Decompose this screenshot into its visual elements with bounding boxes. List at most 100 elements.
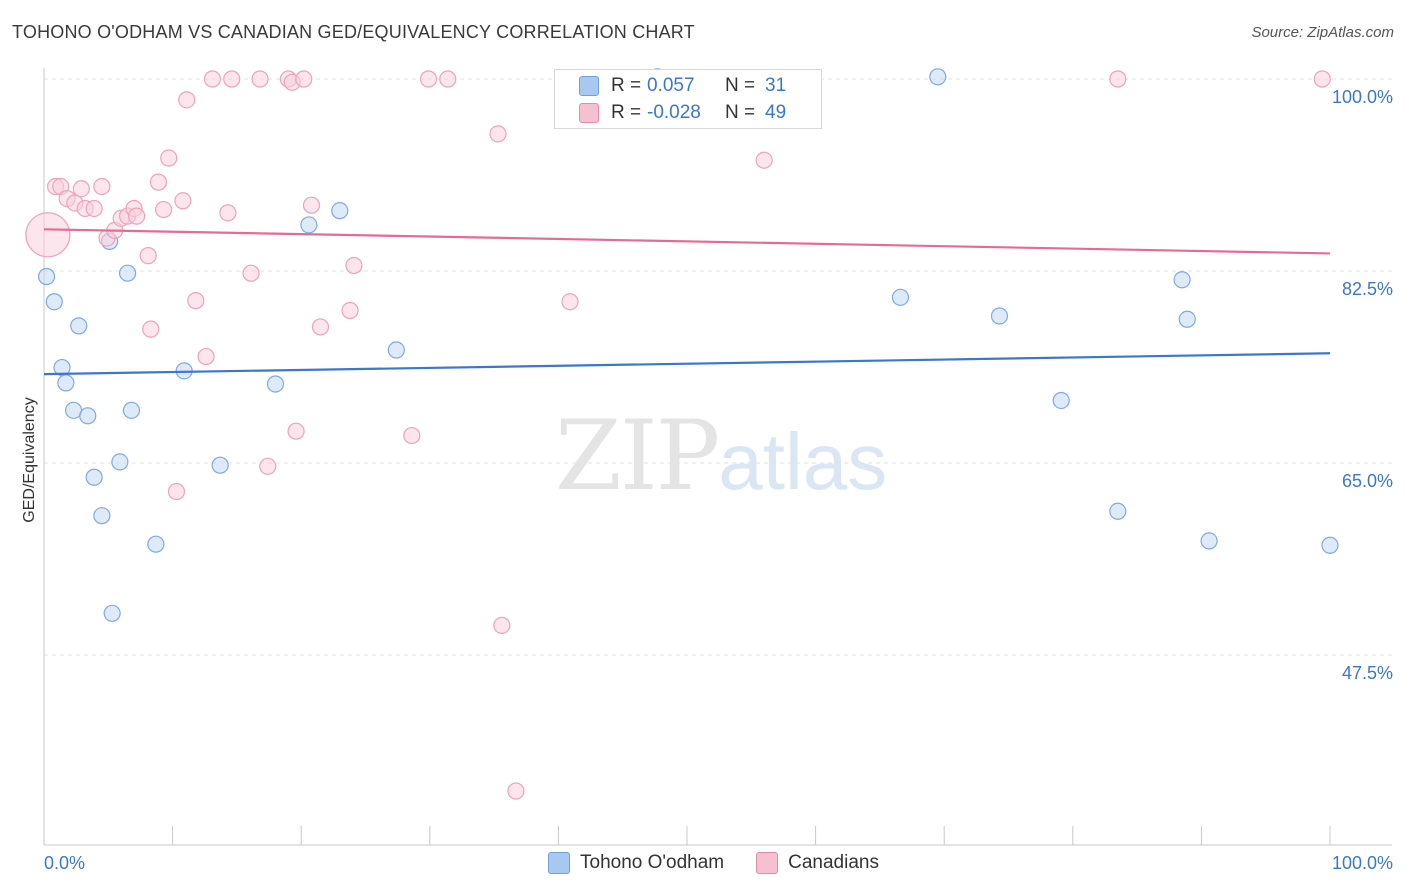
point-tohono: [331, 202, 349, 220]
point-tohono: [300, 216, 318, 234]
point-tohono: [1173, 271, 1191, 289]
point-canadians: [311, 318, 330, 336]
point-canadians: [178, 91, 196, 109]
point-tohono: [891, 288, 910, 306]
point-tohono: [70, 317, 88, 335]
point-tohono: [37, 267, 56, 286]
y-tick-label: 65.0%: [1342, 471, 1393, 491]
point-canadians: [85, 199, 103, 218]
y-tick-label: 47.5%: [1342, 663, 1393, 683]
point-canadians: [174, 192, 192, 210]
point-canadians: [439, 70, 457, 88]
x-tick-label: 0.0%: [44, 853, 85, 873]
point-tohono: [122, 401, 141, 419]
point-canadians: [561, 293, 579, 311]
point-tohono: [990, 307, 1009, 325]
tick-labels: 47.5% 65.0% 82.5% 100.0% 0.0% 100.0%: [44, 87, 1393, 873]
point-canadians: [295, 70, 313, 88]
watermark-zip: ZIP: [555, 400, 720, 512]
point-canadians: [127, 207, 146, 225]
trend-lines: [43, 228, 1331, 376]
point-tohono: [1052, 391, 1070, 410]
point-canadians: [419, 70, 438, 88]
point-canadians: [72, 180, 90, 198]
point-tohono: [929, 68, 947, 86]
legend-row-tohono: R = 0.057 N = 31: [579, 74, 786, 98]
point-canadians: [25, 212, 71, 258]
point-canadians: [149, 173, 168, 191]
point-canadians: [160, 149, 178, 167]
point-canadians: [345, 256, 363, 275]
point-canadians: [154, 200, 173, 219]
watermark: ZIPatlas: [555, 400, 887, 512]
point-tohono: [266, 375, 285, 393]
legend-row-canadians: R = -0.028 N = 49: [579, 101, 786, 125]
point-canadians: [403, 426, 421, 445]
point-tohono: [118, 264, 137, 282]
x-tick-label: 100.0%: [1332, 853, 1393, 873]
point-canadians: [219, 204, 237, 222]
legend-r-label: R =: [611, 75, 642, 96]
legend-r-value: 0.057: [647, 75, 695, 96]
series-legend-item-canadians: Canadians: [756, 852, 879, 874]
point-canadians: [251, 70, 269, 88]
series-legend: Tohono O'odham Canadians: [548, 852, 911, 874]
point-tohono: [1321, 536, 1339, 554]
point-tohono: [45, 293, 63, 311]
point-tohono: [147, 535, 165, 553]
series-legend-item-tohono: Tohono O'odham: [548, 852, 724, 874]
axes: [43, 68, 1392, 846]
source-label: Source: ZipAtlas.com: [1251, 24, 1394, 41]
legend-n-value: 31: [765, 75, 787, 96]
point-canadians: [93, 177, 111, 196]
series-legend-label: Canadians: [788, 852, 879, 873]
point-canadians: [259, 457, 277, 475]
point-tohono: [79, 407, 97, 425]
point-tohono: [1200, 532, 1218, 550]
point-canadians: [507, 782, 525, 800]
watermark-atlas: atlas: [718, 417, 888, 506]
point-tohono: [111, 453, 129, 471]
trend-line-canadians: [43, 228, 1331, 255]
trend-line-tohono: [43, 352, 1331, 376]
point-tohono: [387, 341, 405, 359]
grid-lines: [44, 78, 1392, 656]
point-tohono: [1178, 310, 1196, 328]
y-tick-label: 82.5%: [1342, 279, 1393, 299]
point-canadians: [1313, 70, 1331, 88]
legend-r-label: R =: [611, 102, 642, 123]
series-swatch-blue: [548, 852, 570, 874]
point-tohono: [85, 468, 103, 486]
legend-n-label: N =: [725, 75, 756, 96]
stats-legend: R = 0.057 N = 31 R = -0.028 N = 49: [554, 69, 822, 129]
point-tohono: [57, 374, 75, 392]
point-canadians: [287, 422, 305, 440]
legend-n-label: N =: [725, 102, 756, 123]
point-canadians: [142, 320, 160, 338]
point-canadians: [139, 247, 157, 265]
point-canadians: [493, 616, 511, 634]
point-canadians: [223, 70, 241, 88]
point-canadians: [755, 151, 773, 169]
point-canadians: [489, 125, 507, 143]
chart-title: TOHONO O'ODHAM VS CANADIAN GED/EQUIVALEN…: [12, 22, 695, 42]
series-swatch-pink: [756, 852, 779, 874]
point-tohono: [211, 456, 229, 474]
legend-r-value: -0.028: [647, 102, 701, 123]
legend-swatch-pink: [579, 103, 599, 123]
point-canadians: [1109, 70, 1127, 88]
point-tohono: [1109, 502, 1127, 520]
data-points: [25, 68, 1339, 800]
point-tohono: [93, 507, 111, 525]
point-canadians: [187, 292, 205, 310]
series-legend-label: Tohono O'odham: [580, 852, 725, 873]
point-canadians: [242, 264, 260, 282]
point-canadians: [197, 347, 215, 366]
point-canadians: [341, 301, 359, 320]
point-canadians: [203, 70, 222, 88]
point-canadians: [302, 196, 321, 214]
point-tohono: [103, 604, 121, 622]
legend-swatch-blue: [579, 76, 599, 96]
y-tick-label: 100.0%: [1332, 87, 1393, 107]
